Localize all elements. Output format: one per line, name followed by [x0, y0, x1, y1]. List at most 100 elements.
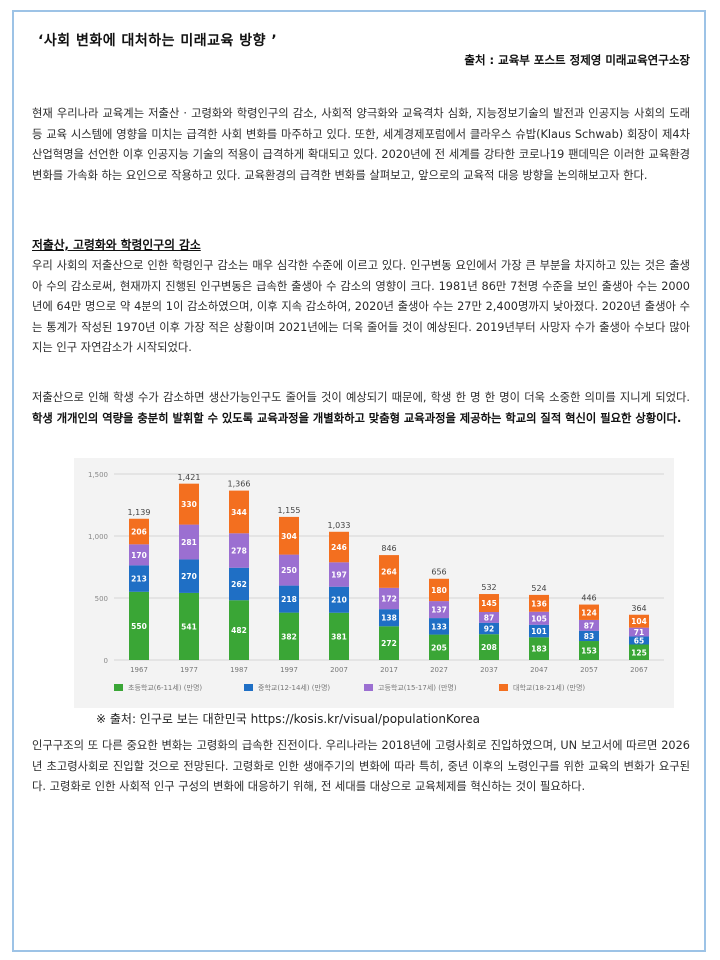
bar-value-label: 104	[631, 617, 647, 626]
bar-value-label: 124	[581, 608, 597, 617]
bar-value-label: 125	[631, 648, 647, 657]
bar-value-label: 87	[484, 613, 494, 622]
bar-segment	[629, 644, 649, 660]
bar-value-label: 170	[131, 551, 147, 560]
bar-total-label: 1,421	[178, 473, 201, 482]
bar-total-label: 532	[481, 583, 496, 592]
bar-total-label: 1,155	[278, 506, 301, 515]
section-heading: 저출산, 고령화와 학령인구의 감소	[32, 238, 201, 252]
bar-segment	[529, 637, 549, 660]
bar-value-label: 83	[584, 632, 594, 641]
bar-value-label: 218	[281, 595, 297, 604]
bar-value-label: 304	[281, 532, 297, 541]
bar-segment	[429, 618, 449, 635]
bar-value-label: 137	[431, 606, 447, 615]
bar-value-label: 183	[531, 645, 547, 654]
bar-segment	[129, 565, 149, 592]
bar-value-label: 92	[484, 625, 494, 634]
bar-segment	[429, 578, 449, 602]
bar-value-label: 172	[381, 594, 397, 603]
bar-value-label: 381	[331, 632, 347, 641]
bar-value-label: 264	[381, 567, 397, 576]
document-source: 출처 : 교육부 포스트 정제영 미래교육연구소장	[464, 53, 690, 67]
document-page: ‘사회 변화에 대처하는 미래교육 방향 ’ 출처 : 교육부 포스트 정제영 …	[12, 10, 706, 952]
bar-segment	[579, 641, 599, 660]
bar-segment	[479, 594, 499, 613]
legend-swatch	[364, 684, 373, 691]
bar-total-label: 364	[631, 604, 646, 613]
bar-total-label: 656	[431, 568, 446, 577]
bar-total-label: 446	[581, 594, 596, 603]
bar-segment	[229, 567, 249, 601]
bar-segment	[529, 594, 549, 612]
bar-segment	[479, 634, 499, 660]
x-tick-label: 2067	[630, 666, 648, 674]
document-title: ‘사회 변화에 대처하는 미래교육 방향 ’	[38, 33, 278, 49]
bar-value-label: 136	[531, 599, 547, 608]
population-chart: 0 500 1,000 1,500 550 213 170 206 1,139 1967 541 27…	[74, 458, 674, 708]
bar-value-label: 105	[531, 614, 547, 623]
bar-value-label: 71	[634, 628, 644, 637]
bar-value-label: 208	[481, 643, 497, 652]
bar-segment	[629, 614, 649, 628]
bar-value-label: 272	[381, 639, 397, 648]
bar-value-label: 281	[181, 538, 197, 547]
bar-segment	[129, 544, 149, 566]
student-decline-paragraph: 저출산으로 인해 학생 수가 감소하면 생산가능인구도 줄어들 것이 예상되기 …	[32, 388, 690, 429]
x-tick-label: 1987	[230, 666, 248, 674]
x-tick-label: 2047	[530, 666, 548, 674]
bar-segment	[329, 562, 349, 587]
chart-background	[74, 458, 674, 708]
bar-value-label: 344	[231, 508, 247, 517]
chart-svg: 0 500 1,000 1,500 550 213 170 206 1,139 1967 541 27…	[74, 458, 674, 708]
bar-value-label: 145	[481, 599, 497, 608]
legend-label: 초등학교(6-11세) (만명)	[128, 683, 202, 692]
bar-value-label: 138	[381, 614, 397, 623]
x-tick-label: 2037	[480, 666, 498, 674]
bar-segment	[329, 612, 349, 660]
bar-segment	[579, 619, 599, 631]
bar-segment	[429, 634, 449, 660]
bar-value-label: 213	[131, 575, 147, 584]
y-tick-label: 1,000	[88, 533, 108, 541]
legend-label: 고등학교(15-17세) (만명)	[378, 683, 457, 692]
bar-segment	[379, 626, 399, 660]
bar-value-label: 262	[231, 580, 247, 589]
legend-label: 대학교(18-21세) (만명)	[513, 683, 585, 692]
bar-segment	[529, 624, 549, 638]
bar-value-label: 153	[581, 647, 597, 656]
x-tick-label: 2057	[580, 666, 598, 674]
bar-total-label: 524	[531, 584, 546, 593]
bar-segment	[329, 531, 349, 563]
bar-segment	[279, 585, 299, 613]
bar-value-label: 541	[181, 622, 197, 631]
bar-segment	[479, 612, 499, 623]
legend-swatch	[499, 684, 508, 691]
bar-segment	[179, 559, 199, 593]
bar-segment	[129, 518, 149, 545]
paragraph-bold-text: 학생 개개인의 역량을 충분히 발휘할 수 있도록 교육과정을 개별화하고 맞춤…	[32, 411, 682, 425]
bar-value-label: 205	[431, 643, 447, 652]
bar-value-label: 482	[231, 626, 247, 635]
x-tick-label: 1997	[280, 666, 298, 674]
bar-segment	[479, 622, 499, 635]
bar-total-label: 846	[381, 544, 396, 553]
bar-total-label: 1,366	[228, 480, 251, 489]
bar-segment	[329, 586, 349, 613]
y-tick-label: 0	[104, 657, 108, 665]
bar-segment	[279, 554, 299, 586]
bar-segment	[179, 483, 199, 525]
aging-paragraph: 인구구조의 또 다른 중요한 변화는 고령화의 급속한 진전이다. 우리나라는 …	[32, 739, 690, 793]
paragraph-normal-text: 저출산으로 인해 학생 수가 감소하면 생산가능인구도 줄어들 것이 예상되기 …	[32, 391, 690, 404]
y-tick-label: 1,500	[88, 471, 108, 479]
bar-segment	[579, 630, 599, 642]
bar-segment	[429, 601, 449, 619]
bar-segment	[629, 636, 649, 645]
bar-total-label: 1,033	[328, 521, 351, 530]
birth-rate-paragraph: 우리 사회의 저출산으로 인한 학령인구 감소는 매우 심각한 수준에 이르고 …	[32, 259, 690, 354]
bar-value-label: 197	[331, 571, 347, 580]
bar-value-label: 101	[531, 627, 547, 636]
bar-segment	[179, 524, 199, 560]
bar-segment	[229, 533, 249, 568]
x-tick-label: 1967	[130, 666, 148, 674]
